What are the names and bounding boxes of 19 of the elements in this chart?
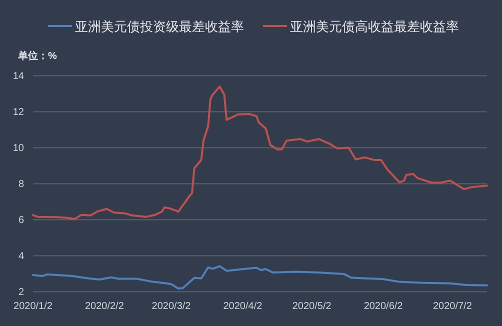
x-tick-label: 2020/3/2 (152, 301, 192, 312)
x-tick-label: 2020/5/2 (292, 301, 332, 312)
legend-label: 亚洲美元债高收益最差收益率 (290, 19, 459, 34)
x-tick-label: 2020/2/2 (84, 301, 124, 312)
y-tick-label: 8 (18, 179, 24, 190)
x-tick-label: 2020/6/2 (364, 301, 404, 312)
y-tick-label: 6 (18, 215, 24, 226)
y-tick-label: 4 (18, 251, 24, 262)
x-tick-label: 2020/4/2 (223, 301, 263, 312)
y-tick-label: 2 (18, 287, 24, 298)
y-tick-label: 14 (12, 71, 24, 82)
y-tick-label: 10 (12, 143, 24, 154)
y-axis-title: 单位：% (17, 50, 57, 62)
y-tick-label: 12 (12, 107, 24, 118)
x-tick-label: 2020/7/2 (432, 301, 472, 312)
x-tick-label: 2020/1/2 (14, 301, 53, 312)
line-series (32, 265, 488, 290)
legend-label: 亚洲美元债投资级最差收益率 (75, 19, 244, 34)
line-series (32, 86, 488, 220)
